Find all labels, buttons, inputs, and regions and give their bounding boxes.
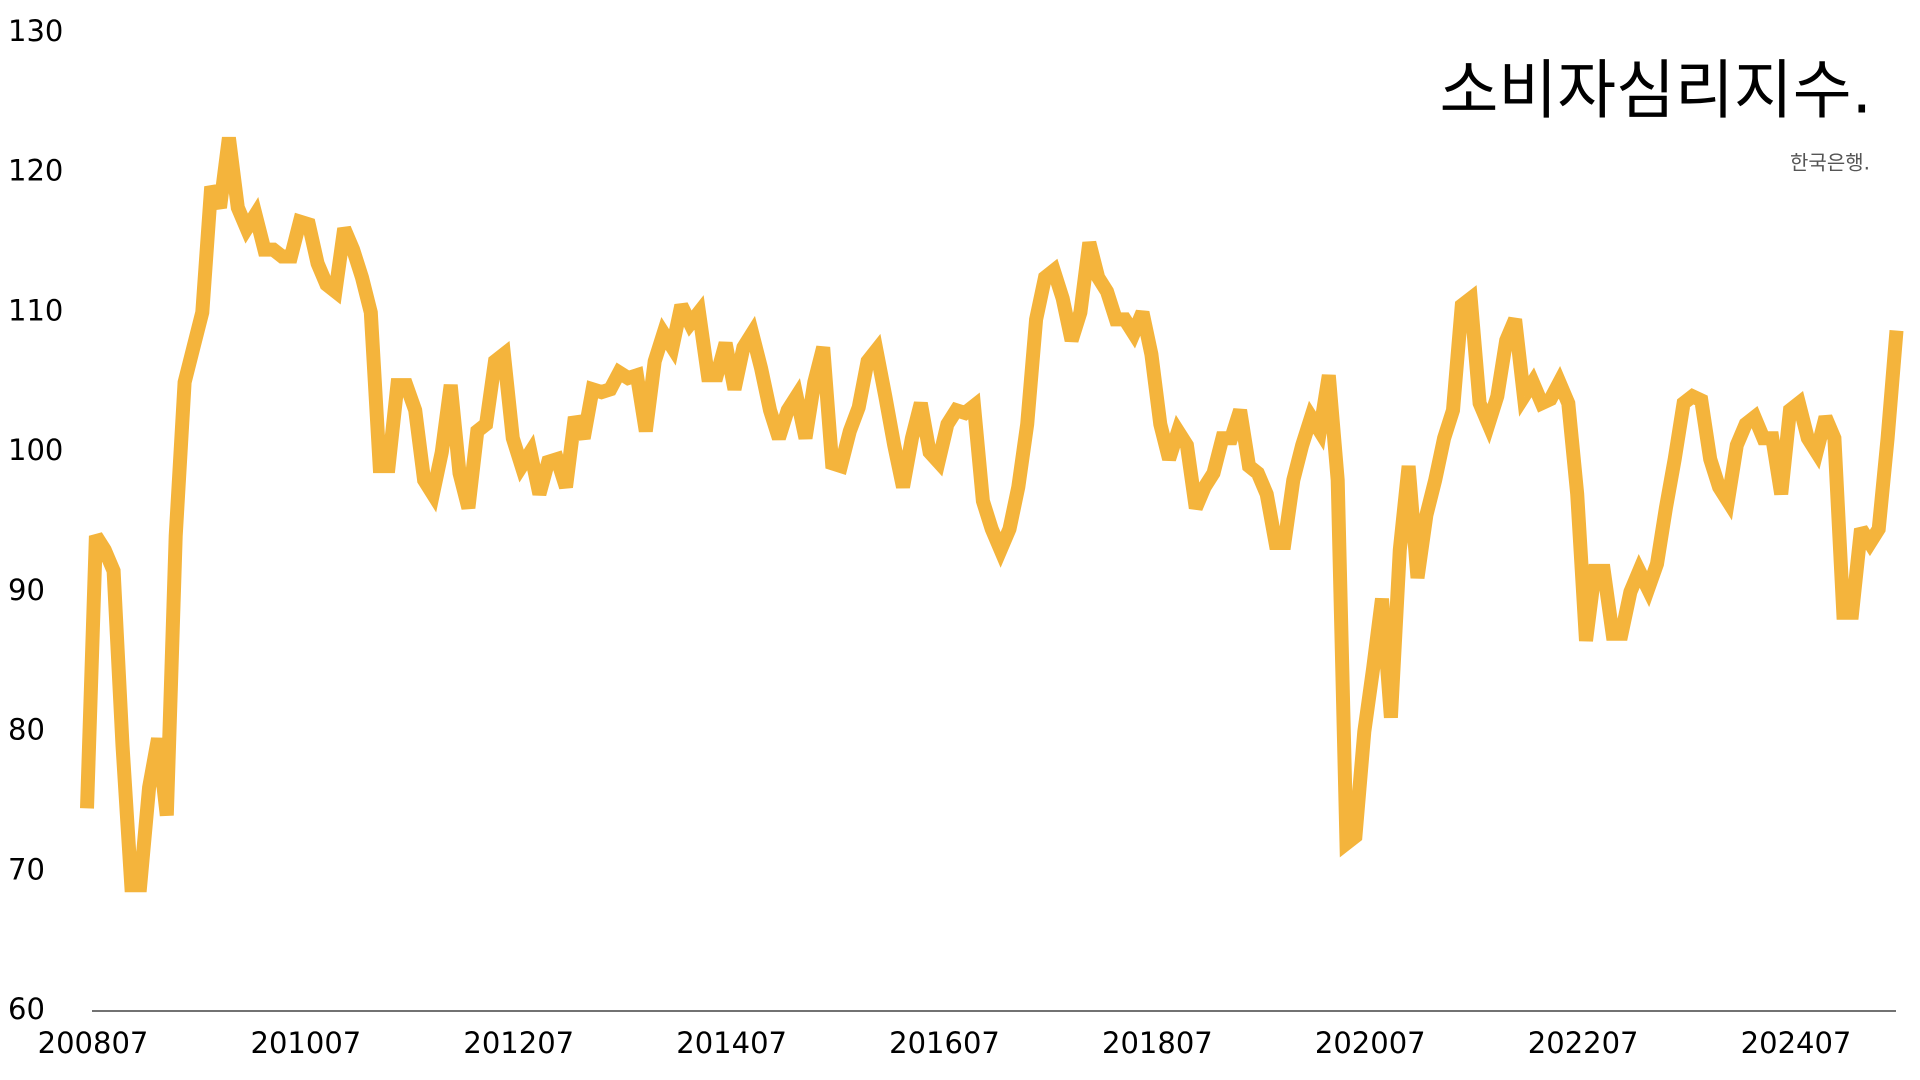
y-tick-label: 130 bbox=[8, 14, 63, 48]
y-tick-label: 120 bbox=[8, 154, 63, 188]
y-tick-label: 90 bbox=[8, 573, 45, 607]
x-tick-label: 200807 bbox=[38, 1026, 149, 1060]
x-tick-label: 202207 bbox=[1528, 1026, 1639, 1060]
chart-subtitle: 한국은행. bbox=[1790, 151, 1870, 175]
chart-title: 소비자심리지수. bbox=[1439, 55, 1872, 129]
y-tick-label: 60 bbox=[8, 992, 45, 1026]
y-tick-label: 110 bbox=[8, 293, 63, 327]
x-tick-label: 201407 bbox=[676, 1026, 787, 1060]
x-tick-label: 202007 bbox=[1315, 1026, 1426, 1060]
x-tick-label: 201607 bbox=[889, 1026, 1000, 1060]
data-line bbox=[80, 136, 1904, 893]
x-tick-label: 202407 bbox=[1741, 1026, 1852, 1060]
y-tick-label: 100 bbox=[8, 433, 63, 467]
x-tick-label: 201007 bbox=[251, 1026, 362, 1060]
y-tick-label: 80 bbox=[8, 713, 45, 747]
x-tick-label: 201807 bbox=[1102, 1026, 1213, 1060]
y-tick-label: 70 bbox=[8, 852, 45, 886]
x-tick-label: 201207 bbox=[463, 1026, 574, 1060]
